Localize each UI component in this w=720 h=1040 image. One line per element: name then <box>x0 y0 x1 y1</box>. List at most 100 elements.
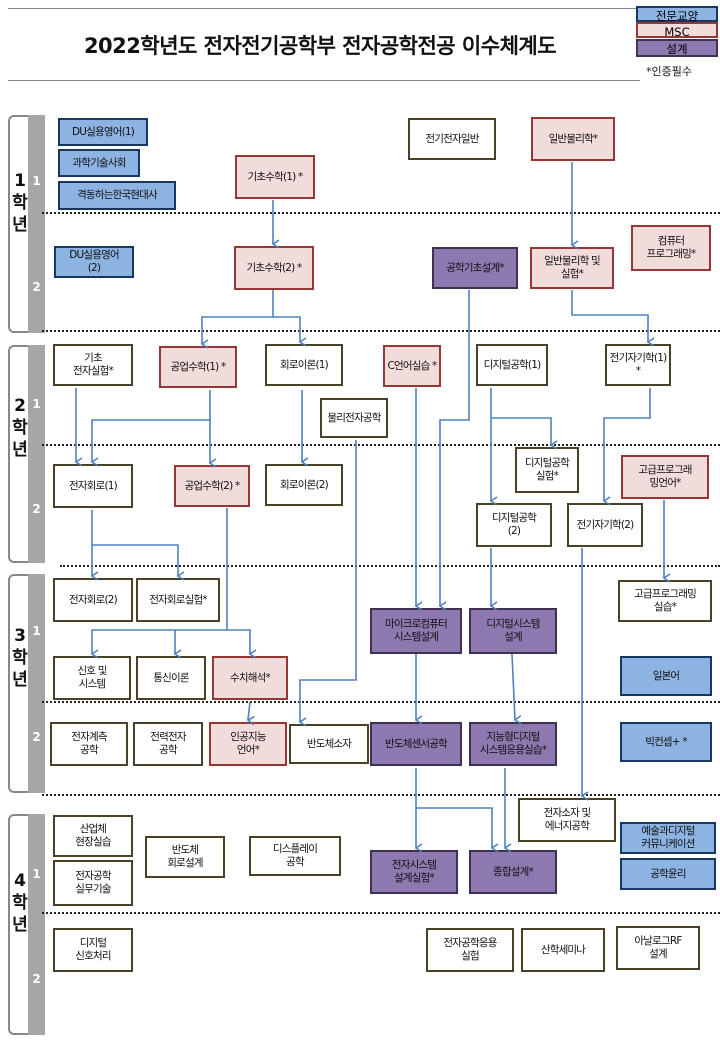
course-label: 고급프로그래밍 실습* <box>633 588 697 613</box>
course-power[interactable]: 전력전자 공학 <box>133 722 203 766</box>
course-label: 예술과디지털 커뮤니케이션 <box>641 825 695 850</box>
course-ethics[interactable]: 공학윤리 <box>620 858 716 890</box>
course-jpn[interactable]: 일본어 <box>620 656 712 696</box>
course-physlab[interactable]: 일반물리학 및 실험* <box>530 247 614 289</box>
course-meas[interactable]: 전자계측 공학 <box>50 722 128 766</box>
course-seminar[interactable]: 산학세미나 <box>521 928 605 972</box>
course-label: 빅컨셉+ * <box>645 735 687 748</box>
course-mcu[interactable]: 마이크로컴퓨터 시스템설계 <box>370 608 462 654</box>
legend-design: 설계 <box>636 39 718 57</box>
course-advprog[interactable]: 고급프로그래 밍언어* <box>621 455 709 499</box>
prerequisite-arrow <box>571 290 655 347</box>
course-semicirc[interactable]: 반도체 회로설계 <box>145 836 225 878</box>
course-math2[interactable]: 기초수학(2) * <box>234 246 314 290</box>
course-label: 컴퓨터 프로그래밍* <box>646 235 697 260</box>
course-label: 마이크로컴퓨터 시스템설계 <box>384 618 448 643</box>
year-2-semester-bar <box>28 345 45 563</box>
course-semisens[interactable]: 반도체센서공학 <box>370 722 462 766</box>
course-label: 신호 및 시스템 <box>77 665 107 690</box>
course-ecirc2[interactable]: 전자회로(2) <box>53 578 133 622</box>
year-4-bracket <box>8 814 44 1035</box>
course-physel[interactable]: 물리전자공학 <box>320 398 388 438</box>
course-math1[interactable]: 기초수학(1) * <box>235 155 315 199</box>
course-label: 디지털시스템 설계 <box>486 618 540 643</box>
course-ecirc1[interactable]: 전자회로(1) <box>53 464 133 508</box>
course-label: 디지털공학(1) <box>483 358 542 371</box>
course-hist[interactable]: 격동하는한국현대사 <box>58 181 176 210</box>
year-1-semester-bar <box>28 115 45 333</box>
course-circ2[interactable]: 회로이론(2) <box>265 464 343 506</box>
course-engdes[interactable]: 공학기초설계* <box>432 247 518 289</box>
course-semidev[interactable]: 반도체소자 <box>289 724 369 764</box>
course-display[interactable]: 디스플레이 공학 <box>249 836 341 876</box>
course-practice[interactable]: 전자공학 실무기술 <box>53 860 133 906</box>
course-bigc[interactable]: 빅컨셉+ * <box>620 722 712 762</box>
course-label: 공학윤리 <box>650 867 686 880</box>
course-emath1[interactable]: 공업수학(1) * <box>159 346 237 388</box>
year-4-label: 4 학 년 <box>12 871 28 935</box>
course-sigsys[interactable]: 신호 및 시스템 <box>53 656 131 700</box>
course-label: 반도체센서공학 <box>384 737 448 750</box>
course-dig1[interactable]: 디지털공학(1) <box>476 344 548 386</box>
prerequisite-arrow <box>92 544 185 581</box>
course-em2[interactable]: 전기자기학(2) <box>567 503 643 547</box>
course-digsys[interactable]: 디지털시스템 설계 <box>469 608 557 654</box>
course-eegen[interactable]: 전기전자일반 <box>408 118 496 160</box>
course-label: 산학세미나 <box>540 943 586 956</box>
year-3-semester-bar <box>28 574 45 793</box>
semester-divider <box>42 212 720 214</box>
title-bottom-rule <box>8 80 640 81</box>
course-advproglab[interactable]: 고급프로그래밍 실습* <box>618 580 712 622</box>
course-label: 일반물리학* <box>548 132 599 145</box>
course-label: 전자회로(1) <box>69 479 118 492</box>
course-label: 통신이론 <box>153 671 189 684</box>
legend-msc: MSC <box>636 22 718 39</box>
course-label: 전기전자일반 <box>425 132 479 145</box>
course-phys[interactable]: 일반물리학* <box>531 117 615 161</box>
course-label: 전자소자 및 에너지공학 <box>543 807 592 832</box>
course-label: 기초수학(1) * <box>247 170 304 183</box>
course-cprog[interactable]: 컴퓨터 프로그래밍* <box>631 225 711 271</box>
course-em1[interactable]: 전기자기학(1) * <box>605 344 671 386</box>
course-ecirclab[interactable]: 전자회로실험* <box>136 578 220 622</box>
course-analogrf[interactable]: 아날로그RF 설계 <box>616 926 700 970</box>
course-intdig[interactable]: 지능형디지털 시스템응용실습* <box>469 722 557 766</box>
course-edev[interactable]: 전자소자 및 에너지공학 <box>518 798 616 842</box>
year-2-label: 2 학 년 <box>12 396 28 460</box>
course-label: 전자시스템 설계실험* <box>391 859 437 884</box>
course-label: DU실용영어(1) <box>71 125 135 138</box>
prerequisite-arrow <box>90 419 210 467</box>
course-label: 고급프로그래 밍언어* <box>638 464 692 489</box>
course-diglab[interactable]: 디지털공학 실험* <box>515 447 579 493</box>
course-label: 반도체소자 <box>306 737 352 750</box>
course-label: 반도체 회로설계 <box>167 844 203 869</box>
course-artdig[interactable]: 예술과디지털 커뮤니케이션 <box>620 822 716 854</box>
course-du2[interactable]: DU실용영어 (2) <box>54 246 134 278</box>
course-numer[interactable]: 수치해석* <box>212 656 288 700</box>
year-1-bracket <box>8 115 44 333</box>
course-esyslab[interactable]: 전자시스템 설계실험* <box>370 850 458 894</box>
course-label: 공학기초설계* <box>446 261 504 274</box>
course-label: 과학기술사회 <box>72 156 126 169</box>
course-dig2[interactable]: 디지털공학 (2) <box>476 503 552 547</box>
prerequisite-arrow <box>246 701 255 726</box>
year-4-semester-1: 1 <box>32 867 41 881</box>
course-capstone[interactable]: 종합설계* <box>469 850 557 894</box>
year-divider <box>42 794 720 796</box>
course-circ1[interactable]: 회로이론(1) <box>265 344 343 386</box>
course-comm[interactable]: 통신이론 <box>136 656 206 700</box>
year-3-semester-2: 2 <box>32 730 41 744</box>
year-2-semester-2: 2 <box>32 502 41 516</box>
course-dsp[interactable]: 디지털 신호처리 <box>53 928 133 972</box>
course-label: 디지털공학 실험* <box>524 457 570 482</box>
course-intern[interactable]: 산업체 현장실습 <box>53 815 133 857</box>
course-clang[interactable]: C언어실습 * <box>383 345 441 387</box>
course-elab[interactable]: 기초 전자실험* <box>53 344 133 386</box>
course-sci[interactable]: 과학기술사회 <box>58 149 140 177</box>
course-ailang[interactable]: 인공지능 언어* <box>209 722 287 766</box>
year-1-label: 1 학 년 <box>12 171 28 235</box>
course-emath2[interactable]: 공업수학(2) * <box>174 465 250 507</box>
legend-general-education: 전문교양 <box>636 6 718 23</box>
course-du1[interactable]: DU실용영어(1) <box>58 118 148 146</box>
course-eapplab[interactable]: 전자공학응용 실험 <box>426 928 514 972</box>
